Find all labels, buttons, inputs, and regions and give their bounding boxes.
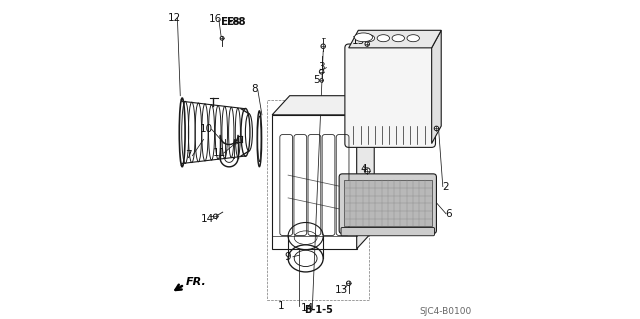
Circle shape (346, 281, 351, 286)
Text: SJC4-B0100: SJC4-B0100 (419, 307, 472, 315)
Circle shape (365, 42, 369, 46)
Polygon shape (431, 30, 441, 144)
FancyBboxPatch shape (339, 174, 436, 234)
Ellipse shape (392, 35, 404, 42)
Text: 14: 14 (301, 303, 314, 313)
Circle shape (434, 126, 438, 131)
Text: 14: 14 (201, 213, 214, 224)
Text: 1: 1 (278, 301, 284, 311)
Text: E-8: E-8 (221, 17, 239, 27)
Ellipse shape (362, 35, 374, 42)
Circle shape (319, 70, 324, 74)
Polygon shape (272, 96, 374, 115)
Text: 4: 4 (360, 164, 367, 174)
Text: 8: 8 (252, 84, 258, 94)
Circle shape (220, 36, 224, 40)
Text: 7: 7 (185, 150, 192, 160)
Circle shape (364, 168, 370, 174)
Ellipse shape (355, 33, 372, 42)
Text: 6: 6 (445, 209, 452, 219)
Ellipse shape (377, 35, 390, 42)
Text: 3: 3 (318, 62, 325, 72)
Circle shape (234, 140, 238, 144)
Text: B-1-5: B-1-5 (304, 305, 333, 315)
Polygon shape (356, 96, 374, 249)
Bar (344, 180, 431, 226)
Text: 13: 13 (335, 285, 348, 295)
Text: E-8: E-8 (227, 17, 246, 27)
Text: 5: 5 (313, 75, 320, 85)
Text: 16: 16 (209, 14, 222, 24)
Text: 9: 9 (284, 252, 291, 262)
Text: 2: 2 (443, 182, 449, 192)
Ellipse shape (407, 35, 419, 42)
Text: 10: 10 (200, 124, 213, 134)
Circle shape (320, 79, 323, 82)
FancyBboxPatch shape (341, 227, 435, 236)
Text: FR.: FR. (186, 277, 206, 287)
Circle shape (321, 44, 325, 48)
Text: 12: 12 (168, 12, 181, 23)
Circle shape (214, 214, 218, 219)
Polygon shape (349, 30, 441, 48)
FancyBboxPatch shape (345, 44, 435, 147)
Text: 11: 11 (213, 148, 226, 158)
Text: 15: 15 (351, 36, 365, 47)
